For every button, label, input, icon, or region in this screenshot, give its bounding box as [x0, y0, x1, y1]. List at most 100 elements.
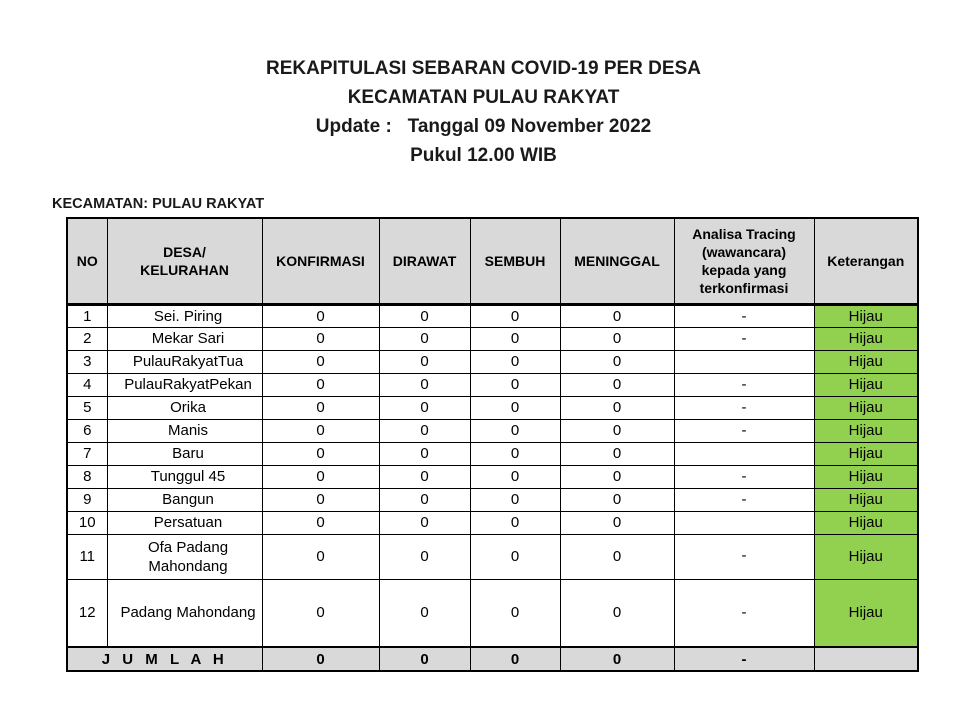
cell-sembuh: 0: [469, 395, 561, 420]
total-konfirmasi: 0: [261, 646, 380, 672]
cell-no: 12: [66, 578, 108, 648]
table-row: 7 Baru 0 0 0 0 Hijau: [66, 441, 919, 466]
cell-sembuh: 0: [469, 510, 561, 535]
cell-meninggal: 0: [559, 578, 675, 648]
cell-tracing: [673, 510, 815, 535]
title-line-2: KECAMATAN PULAU RAKYAT: [347, 87, 620, 108]
covid-recap-table: NO DESA/ KELURAHAN KONFIRMASI DIRAWAT SE…: [66, 217, 919, 672]
cell-meninggal: 0: [559, 533, 675, 580]
cell-desa: Padang Mahondang: [106, 578, 263, 648]
cell-konfirmasi: 0: [261, 418, 380, 443]
document-title: REKAPITULASI SEBARAN COVID-19 PER DESA K…: [0, 0, 967, 170]
cell-desa: Ofa Padang Mahondang: [106, 533, 263, 580]
status-badge: Hijau: [813, 326, 919, 351]
cell-tracing: -: [673, 372, 815, 397]
cell-konfirmasi: 0: [261, 326, 380, 351]
status-badge: Hijau: [813, 349, 919, 374]
cell-tracing: -: [673, 578, 815, 648]
cell-desa: Mekar Sari: [106, 326, 263, 351]
table-row: 12 Padang Mahondang 0 0 0 0 - Hijau: [66, 578, 919, 648]
cell-tracing: -: [673, 326, 815, 351]
cell-konfirmasi: 0: [261, 487, 380, 512]
cell-dirawat: 0: [378, 441, 471, 466]
cell-konfirmasi: 0: [261, 578, 380, 648]
cell-dirawat: 0: [378, 487, 471, 512]
total-meninggal: 0: [559, 646, 675, 672]
cell-sembuh: 0: [469, 349, 561, 374]
cell-tracing: -: [673, 418, 815, 443]
cell-meninggal: 0: [559, 303, 675, 328]
cell-konfirmasi: 0: [261, 533, 380, 580]
status-badge: Hijau: [813, 533, 919, 580]
table-row: 5 Orika 0 0 0 0 - Hijau: [66, 395, 919, 420]
cell-konfirmasi: 0: [261, 372, 380, 397]
cell-sembuh: 0: [469, 533, 561, 580]
status-badge: Hijau: [813, 464, 919, 489]
cell-sembuh: 0: [469, 326, 561, 351]
status-badge: Hijau: [813, 418, 919, 443]
cell-dirawat: 0: [378, 395, 471, 420]
cell-desa: Persatuan: [106, 510, 263, 535]
cell-no: 3: [66, 349, 108, 374]
header-no: NO: [66, 217, 108, 306]
cell-desa: PulauRakyatTua: [106, 349, 263, 374]
cell-desa: Tunggul 45: [106, 464, 263, 489]
cell-desa: Bangun: [106, 487, 263, 512]
cell-konfirmasi: 0: [261, 464, 380, 489]
table-row: 1 Sei. Piring 0 0 0 0 - Hijau: [66, 303, 919, 328]
status-badge: Hijau: [813, 395, 919, 420]
cell-no: 10: [66, 510, 108, 535]
cell-sembuh: 0: [469, 464, 561, 489]
table-row: 8 Tunggul 45 0 0 0 0 - Hijau: [66, 464, 919, 489]
cell-tracing: -: [673, 487, 815, 512]
header-desa-kelurahan: DESA/ KELURAHAN: [106, 217, 263, 306]
header-meninggal: MENINGGAL: [559, 217, 675, 306]
status-badge: Hijau: [813, 578, 919, 648]
cell-no: 4: [66, 372, 108, 397]
table-header-row: NO DESA/ KELURAHAN KONFIRMASI DIRAWAT SE…: [66, 217, 919, 306]
total-dirawat: 0: [378, 646, 471, 672]
table-total-row: J U M L A H 0 0 0 0 -: [66, 646, 919, 672]
cell-no: 11: [66, 533, 108, 580]
cell-dirawat: 0: [378, 464, 471, 489]
cell-meninggal: 0: [559, 464, 675, 489]
cell-dirawat: 0: [378, 326, 471, 351]
title-line-4: Pukul 12.00 WIB: [410, 145, 557, 166]
status-badge: Hijau: [813, 441, 919, 466]
cell-desa: Manis: [106, 418, 263, 443]
table-row: 4 PulauRakyatPekan 0 0 0 0 - Hijau: [66, 372, 919, 397]
cell-konfirmasi: 0: [261, 303, 380, 328]
cell-dirawat: 0: [378, 372, 471, 397]
cell-no: 5: [66, 395, 108, 420]
cell-dirawat: 0: [378, 303, 471, 328]
cell-meninggal: 0: [559, 326, 675, 351]
cell-no: 7: [66, 441, 108, 466]
status-badge: Hijau: [813, 487, 919, 512]
total-keterangan: [813, 646, 919, 672]
title-line-3: Update : Tanggal 09 November 2022: [315, 116, 652, 137]
cell-sembuh: 0: [469, 441, 561, 466]
cell-no: 9: [66, 487, 108, 512]
status-badge: Hijau: [813, 303, 919, 328]
header-dirawat: DIRAWAT: [378, 217, 471, 306]
status-badge: Hijau: [813, 372, 919, 397]
cell-konfirmasi: 0: [261, 395, 380, 420]
header-konfirmasi: KONFIRMASI: [261, 217, 380, 306]
total-label: J U M L A H: [66, 646, 263, 672]
table-row: 6 Manis 0 0 0 0 - Hijau: [66, 418, 919, 443]
cell-tracing: [673, 441, 815, 466]
cell-meninggal: 0: [559, 510, 675, 535]
table-row: 3 PulauRakyatTua 0 0 0 0 Hijau: [66, 349, 919, 374]
cell-tracing: -: [673, 303, 815, 328]
cell-dirawat: 0: [378, 418, 471, 443]
cell-meninggal: 0: [559, 487, 675, 512]
table-row: 2 Mekar Sari 0 0 0 0 - Hijau: [66, 326, 919, 351]
cell-dirawat: 0: [378, 533, 471, 580]
table-row: 11 Ofa Padang Mahondang 0 0 0 0 - Hijau: [66, 533, 919, 580]
cell-sembuh: 0: [469, 578, 561, 648]
cell-tracing: -: [673, 533, 815, 580]
status-badge: Hijau: [813, 510, 919, 535]
cell-dirawat: 0: [378, 510, 471, 535]
cell-konfirmasi: 0: [261, 349, 380, 374]
